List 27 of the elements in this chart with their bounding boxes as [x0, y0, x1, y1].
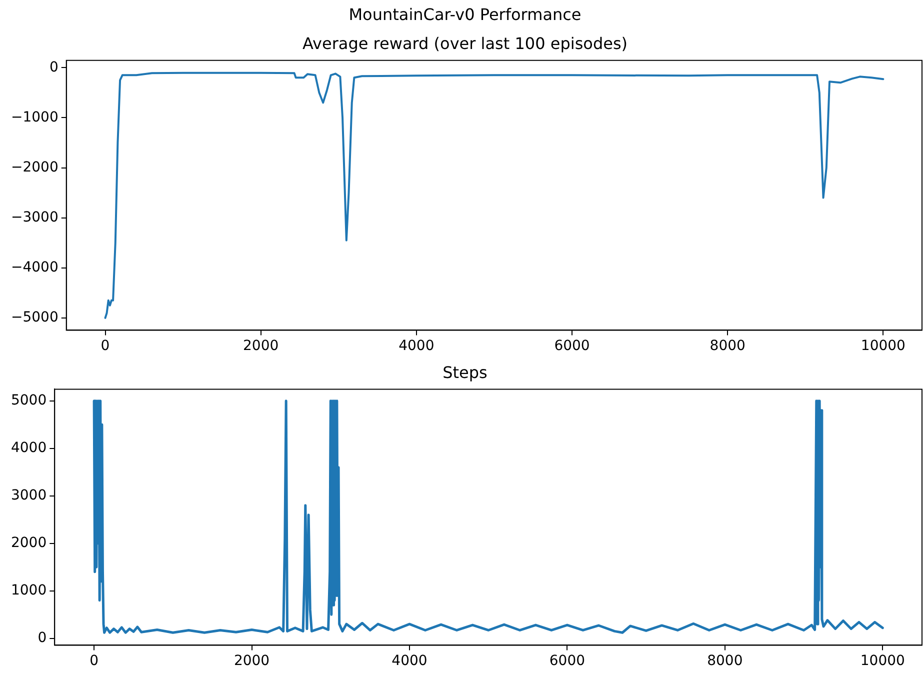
y-tick-label: −2000	[11, 159, 58, 176]
y-tick-label: 0	[49, 59, 58, 76]
x-tick-label: 10000	[860, 338, 906, 354]
y-tick-label: −4000	[11, 260, 58, 276]
x-tick-label: 6000	[549, 653, 586, 670]
x-tick-label: 10000	[860, 653, 905, 670]
x-tick-label: 4000	[398, 338, 434, 354]
y-tick-label: 2000	[10, 534, 47, 551]
x-tick-label: 2000	[243, 338, 279, 354]
y-tick-label: −5000	[11, 310, 58, 326]
y-tick-label: 1000	[10, 582, 47, 598]
x-tick-label: 6000	[554, 338, 590, 354]
y-tick-label: −1000	[11, 109, 58, 126]
y-tick-label: 3000	[10, 487, 47, 504]
x-tick-label: 0	[100, 338, 110, 354]
y-tick-label: 4000	[10, 440, 47, 456]
chart-title: Steps	[442, 362, 488, 382]
y-tick-label: 0	[38, 630, 47, 646]
chart-title: MountainCar-v0 Performance	[348, 4, 582, 24]
x-tick-label: 0	[90, 653, 99, 670]
y-tick-label: −3000	[11, 209, 58, 226]
x-tick-label: 8000	[707, 653, 743, 670]
chart-subtitle: Average reward (over last 100 episodes)	[302, 34, 628, 53]
y-tick-label: 5000	[10, 392, 47, 408]
x-tick-label: 4000	[392, 653, 428, 670]
x-tick-label: 8000	[710, 338, 746, 354]
x-tick-label: 2000	[234, 653, 270, 670]
